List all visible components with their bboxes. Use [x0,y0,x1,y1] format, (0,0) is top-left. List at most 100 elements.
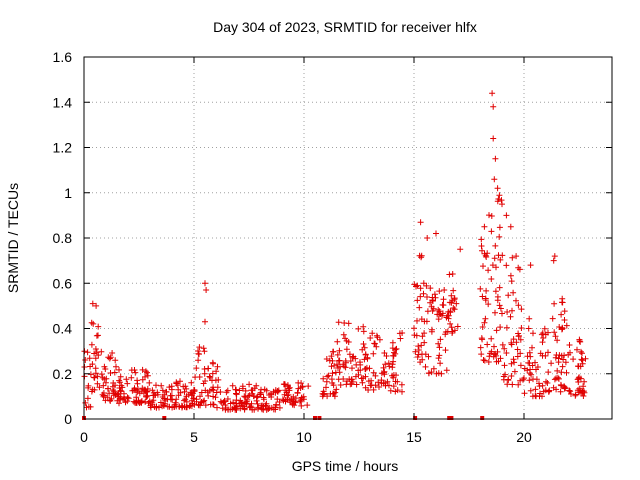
data-point [106,355,113,362]
data-point [110,388,117,395]
data-point [579,350,585,357]
data-point [276,399,283,405]
data-point [345,320,352,327]
data-point [389,339,396,346]
data-point [561,308,568,315]
data-point [580,393,587,399]
data-point [540,335,547,341]
data-point [510,336,517,343]
data-point [158,382,165,389]
data-point [159,403,166,410]
y-tick-label: 1.4 [53,94,73,110]
data-point [510,289,517,296]
data-point [448,324,455,331]
data-point [89,300,96,307]
data-point [427,299,434,306]
data-point [358,375,365,382]
data-point [146,379,153,386]
data-point [428,326,435,333]
data-point [414,297,421,304]
data-point [420,280,427,287]
data-point [529,362,536,369]
data-point [229,406,236,412]
data-point [513,339,520,346]
data-point [373,343,380,350]
data-point [102,366,109,372]
data-point [513,253,520,260]
data-point [481,223,488,230]
data-point [232,386,239,393]
data-point [419,356,426,363]
data-point [209,386,216,393]
data-point [420,290,427,297]
data-point [447,320,454,327]
data-point [494,348,501,355]
data-point [154,391,161,398]
data-point [394,378,401,385]
data-point [329,370,336,377]
data-point [100,392,107,399]
data-point [360,323,367,330]
data-point [494,297,501,304]
data-point [485,267,492,274]
data-points [81,90,589,420]
data-point [215,376,222,383]
data-point [414,354,421,360]
data-point [486,353,493,360]
data-point [99,374,106,381]
data-point [447,308,454,315]
data-point [100,382,107,389]
data-point [513,297,519,304]
data-point [484,341,491,348]
data-point [124,380,131,387]
data-point [294,389,301,396]
data-point [214,384,221,391]
data-point [482,315,489,322]
data-point [561,317,568,323]
data-point [435,355,442,362]
data-point [517,377,524,384]
x-tick-label: 15 [406,429,422,445]
data-point [565,351,572,358]
data-point [478,351,485,358]
data-point [195,357,202,364]
data-point [442,347,449,354]
data-point [324,373,331,380]
data-point [280,381,287,388]
data-point [497,324,504,331]
data-point [233,397,240,404]
data-point [443,367,450,374]
data-point [577,375,584,382]
data-point [433,230,439,237]
data-point [568,391,574,397]
data-point [210,360,217,367]
data-point [431,291,438,298]
data-point [548,360,555,367]
data-point [417,219,424,226]
data-point [142,368,149,375]
data-point [508,341,515,348]
data-point [484,250,491,257]
data-point [295,379,302,386]
data-point [479,324,486,330]
data-point [89,361,96,368]
data-point [343,346,350,353]
data-point [551,329,558,336]
data-point [118,382,125,389]
data-point [422,363,429,370]
data-point [363,364,370,371]
data-point [196,344,203,351]
data-point [454,323,461,330]
data-point [197,393,203,400]
data-point [541,325,548,332]
data-point [370,369,377,376]
data-point [224,387,231,394]
data-point [414,282,421,289]
data-point [536,393,543,400]
data-point [509,307,515,314]
data-point [149,401,156,408]
data-point [510,356,517,363]
data-point [330,390,337,397]
data-point [457,246,464,253]
data-point [342,335,349,342]
